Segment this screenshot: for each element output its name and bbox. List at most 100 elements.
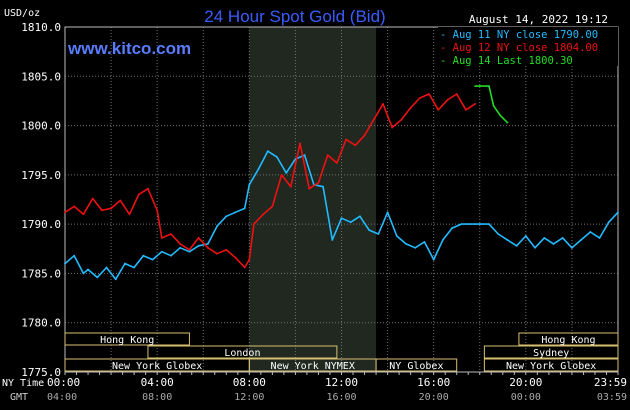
series-point xyxy=(271,205,274,208)
session-box xyxy=(483,358,619,372)
series-point xyxy=(437,108,440,111)
series-point xyxy=(151,258,154,261)
x-axis-label-gmt: GMT xyxy=(10,392,28,403)
session-label: New York NYMEX xyxy=(271,361,355,372)
series-point xyxy=(469,223,472,226)
series-1 xyxy=(64,93,477,269)
series-point xyxy=(142,254,145,257)
series-point xyxy=(409,106,412,109)
series-point xyxy=(543,237,546,239)
x-tick-label-gmt: 20:00 xyxy=(419,392,449,403)
session-label: Hong Kong xyxy=(541,335,595,346)
series-point xyxy=(299,142,301,145)
series-point xyxy=(234,211,237,214)
x-tick-label-ny: 00:00 xyxy=(47,376,80,389)
x-tick-label-gmt: 16:00 xyxy=(326,392,356,403)
series-point xyxy=(137,193,140,196)
series-point xyxy=(188,250,191,253)
series-point xyxy=(206,242,209,245)
highlight-band xyxy=(249,27,377,372)
series-point xyxy=(331,239,334,241)
y-tick-label: 1780.0 xyxy=(21,317,61,330)
series-point xyxy=(248,258,251,261)
series-point xyxy=(499,114,502,117)
series-point xyxy=(423,240,426,243)
x-tick-label-ny: 23:59 xyxy=(594,376,627,389)
series-point xyxy=(400,118,403,121)
series-point xyxy=(617,211,619,214)
series-point xyxy=(100,209,103,212)
series-point xyxy=(345,138,348,141)
series-point xyxy=(460,223,463,226)
series-point xyxy=(179,242,182,245)
session-label: Sydney xyxy=(533,348,569,359)
series-point xyxy=(428,93,430,95)
series-point xyxy=(243,207,246,210)
series-point xyxy=(225,215,228,218)
x-tick-label-gmt: 08:00 xyxy=(142,392,172,403)
x-tick-label-ny: 16:00 xyxy=(417,376,450,389)
series-point xyxy=(114,278,117,281)
y-tick-label: 1795.0 xyxy=(21,169,61,182)
series-point xyxy=(515,244,518,247)
series-point xyxy=(262,213,265,216)
series-point xyxy=(414,246,417,249)
legend: - Aug 11 NY close 1790.00- Aug 12 NY clo… xyxy=(438,27,618,67)
series-point xyxy=(335,162,338,164)
series-point xyxy=(170,233,172,235)
series-point xyxy=(492,104,495,107)
y-tick-label: 1790.0 xyxy=(21,218,61,231)
series-point xyxy=(280,173,283,176)
grid-lines xyxy=(64,26,619,375)
series-point xyxy=(110,207,112,210)
series-point xyxy=(488,85,490,88)
series-point xyxy=(451,227,453,229)
x-tick-labels: 00:00 04:00 04:00 08:00 08:00 12:00 12:00 16:00… xyxy=(47,376,627,403)
series-2 xyxy=(474,85,509,124)
series-point xyxy=(340,217,343,220)
series-point xyxy=(372,118,375,121)
series-point xyxy=(418,97,421,99)
series-point xyxy=(197,237,200,239)
series-point xyxy=(248,183,251,186)
series-point xyxy=(64,211,66,214)
series-point xyxy=(147,187,149,190)
y-tick-label: 1785.0 xyxy=(21,267,61,280)
series-point xyxy=(465,108,467,111)
series-point xyxy=(432,258,435,261)
session-box xyxy=(64,332,190,346)
x-tick-label-gmt: 04:00 xyxy=(47,392,77,403)
trading-sessions: Hong Kong Hong Kong London Sydney New York G… xyxy=(64,332,619,372)
series-point xyxy=(497,233,500,235)
series-point xyxy=(391,126,394,129)
series-point xyxy=(589,231,592,233)
series-point xyxy=(349,221,352,224)
series-point xyxy=(571,246,573,249)
session-label: New York Globex xyxy=(112,361,202,372)
series-point xyxy=(234,256,237,259)
series-point xyxy=(474,85,477,88)
series-point xyxy=(322,185,324,188)
series-point xyxy=(382,102,384,105)
y-tick-label: 1775.0 xyxy=(21,366,61,379)
series-point xyxy=(124,262,126,265)
session-label: NY Globex xyxy=(389,361,443,372)
series-point xyxy=(91,197,94,200)
series-point xyxy=(354,144,357,147)
session-label: Hong Kong xyxy=(100,335,154,346)
series-point xyxy=(266,150,269,153)
series-point xyxy=(552,242,555,245)
session-box xyxy=(483,345,619,359)
series-point xyxy=(326,154,329,157)
series-point xyxy=(474,102,477,105)
series-point xyxy=(216,225,218,228)
series-point xyxy=(405,242,407,245)
series-point xyxy=(73,254,76,257)
y-tick-label: 1805.0 xyxy=(21,70,61,83)
series-point xyxy=(285,171,288,174)
series-point xyxy=(225,248,228,251)
series-layer xyxy=(64,85,619,281)
series-point xyxy=(179,246,182,249)
series-point xyxy=(73,205,76,208)
series-point xyxy=(82,213,85,216)
